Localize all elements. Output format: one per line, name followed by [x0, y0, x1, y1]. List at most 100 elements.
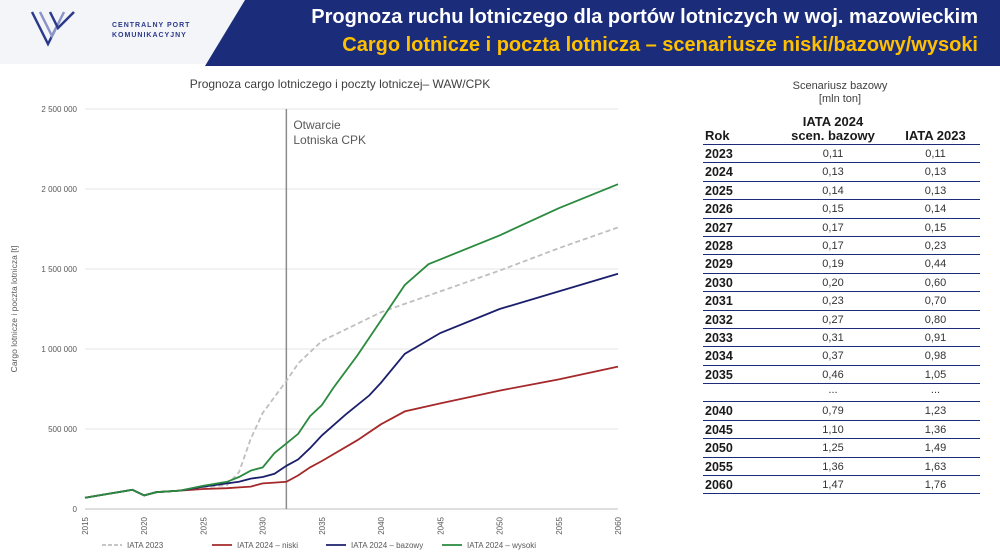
annotation-label-line1: Otwarcie: [293, 118, 341, 132]
table-row: 2032 0,27 0,80: [703, 311, 980, 329]
row-iata2024: 1,36: [822, 460, 844, 473]
row-iata2023: 0,14: [924, 203, 947, 216]
row-year: 2032: [705, 312, 733, 327]
table-row: 2040 0,79 1,23: [703, 402, 980, 421]
table-row: 2026 0,15 0,14: [703, 200, 980, 219]
x-tick-label: 2025: [199, 516, 208, 534]
row-year: 2033: [705, 330, 733, 345]
row-year: 2024: [705, 165, 733, 180]
row-iata2023: 1,63: [924, 460, 947, 473]
x-tick-label: 2040: [377, 516, 386, 534]
row-year: 2031: [705, 294, 733, 309]
table-row: 2035 0,46 1,05: [703, 366, 980, 385]
legend-label: IATA 2023: [127, 541, 164, 550]
row-year: 2035: [705, 367, 733, 382]
logo-text-line2: KOMUNIKACYJNY: [112, 32, 187, 39]
y-tick-label: 2 000 000: [41, 185, 77, 194]
x-tick-label: 2055: [555, 516, 564, 534]
row-iata2024: 0,37: [822, 350, 844, 363]
row-iata2024: 0,20: [822, 276, 844, 289]
table-row: 2027 0,17 0,15: [703, 219, 980, 237]
row-iata2024: 0,14: [822, 184, 844, 197]
table-row: 2055 1,36 1,63: [703, 458, 980, 477]
row-iata2023: 0,60: [924, 276, 947, 289]
series-line-1: [84, 365, 619, 499]
row-year: 2050: [705, 441, 733, 456]
row-year: 2045: [705, 422, 733, 437]
row-year: 2027: [705, 220, 733, 235]
annotation-label-line2: Lotniska CPK: [293, 133, 366, 147]
y-tick-label: 1 500 000: [41, 265, 77, 274]
row-iata2024: 0,17: [822, 221, 844, 234]
table-row: 2031 0,23 0,70: [703, 292, 980, 311]
row-iata2023: 0,23: [924, 239, 947, 252]
header-title-band: Prognoza ruchu lotniczego dla portów lot…: [205, 0, 1000, 66]
row-iata2024: 0,15: [822, 203, 844, 216]
row-iata2023: 0,44: [924, 258, 947, 271]
x-tick-label: 2035: [318, 516, 327, 534]
table-row: 2060 1,47 1,76: [703, 476, 980, 495]
table-header: Rok IATA 2024 scen. bazowy IATA 2023: [703, 113, 980, 145]
table-row: 2024 0,13 0,13: [703, 163, 980, 182]
row-iata2024: 0,31: [822, 331, 844, 344]
page-title: Prognoza ruchu lotniczego dla portów lot…: [311, 6, 978, 28]
legend-label: IATA 2024 – niski: [237, 541, 298, 550]
x-tick-label: 2050: [496, 516, 505, 534]
line-chart: 0 500 000 1 000 000 1 500 000 2 000 000 2 500…: [9, 105, 623, 550]
header-iata2023: IATA 2023: [905, 128, 966, 143]
header-year: Rok: [705, 128, 730, 143]
row-iata2024: 0,17: [822, 239, 844, 252]
row-year: 2028: [705, 238, 733, 253]
row-year: 2023: [705, 147, 733, 161]
row-year: 2040: [705, 404, 733, 419]
row-iata2023: 1,23: [924, 405, 947, 418]
page-subtitle: Cargo lotnicze i poczta lotnicza – scena…: [342, 34, 978, 56]
row-iata2023: 0,11: [925, 148, 946, 160]
row-iata2023: 1,49: [924, 442, 947, 455]
legend-label: IATA 2024 – wysoki: [467, 541, 536, 550]
row-iata2023: 0,80: [924, 313, 947, 326]
row-year: 2026: [705, 202, 733, 217]
row-iata2023: 0,13: [924, 184, 947, 197]
table-row: 2023 0,11 0,11: [703, 145, 980, 164]
header-iata2024-line1: IATA 2024: [802, 114, 864, 129]
row-iata2023: 0,91: [924, 331, 947, 344]
row-iata2023: ...: [930, 384, 941, 397]
chart-title: Prognoza cargo lotniczego i poczty lotni…: [189, 77, 491, 91]
series-line-2: [84, 272, 619, 499]
table-body: 2023 0,11 0,11 2024 0,13 0,13 2025 0,14 0,13 2026…: [703, 145, 980, 495]
table-row: 2033 0,31 0,91: [703, 329, 980, 348]
x-tick-label: 2060: [614, 516, 623, 534]
cpk-logo: CENTRALNY PORT KOMUNIKACYJNY: [28, 6, 198, 58]
table-row: 2025 0,14 0,13: [703, 182, 980, 201]
legend-label: IATA 2024 – bazowy: [351, 541, 423, 550]
row-iata2024: 0,11: [822, 148, 844, 160]
y-tick-label: 2 500 000: [41, 105, 77, 114]
row-iata2024: 0,23: [822, 295, 844, 308]
x-tick-label: 2030: [259, 516, 268, 534]
row-year: 2030: [705, 275, 733, 290]
y-tick-label: 0: [73, 505, 78, 514]
table-row: 2045 1,10 1,36: [703, 421, 980, 440]
y-tick-label: 1 000 000: [41, 345, 77, 354]
series-line-3: [84, 183, 619, 499]
row-iata2023: 1,36: [924, 423, 947, 436]
row-year: 2029: [705, 257, 733, 272]
table-caption: Scenariusz bazowy [mln ton]: [700, 80, 980, 106]
row-year: 2025: [705, 183, 733, 198]
x-tick-label: 2045: [436, 516, 445, 534]
cpk-logo-icon: [30, 11, 75, 47]
table-row: 2028 0,17 0,23: [703, 237, 980, 256]
x-tick-label: 2020: [140, 516, 149, 534]
row-iata2024: ...: [828, 384, 838, 397]
row-iata2024: 1,25: [822, 442, 844, 455]
table-row: 2034 0,37 0,98: [703, 347, 980, 366]
table-caption-line2: [mln ton]: [818, 93, 862, 105]
row-iata2024: 0,13: [822, 166, 844, 179]
row-iata2024: 0,19: [822, 258, 844, 271]
row-year: 2055: [705, 459, 733, 474]
row-iata2024: 0,79: [822, 405, 844, 418]
y-axis-label: Cargo lotnicze i poczta lotnicza [t]: [9, 246, 19, 373]
row-iata2024: 1,47: [822, 479, 844, 492]
table-row: 2029 0,19 0,44: [703, 255, 980, 274]
